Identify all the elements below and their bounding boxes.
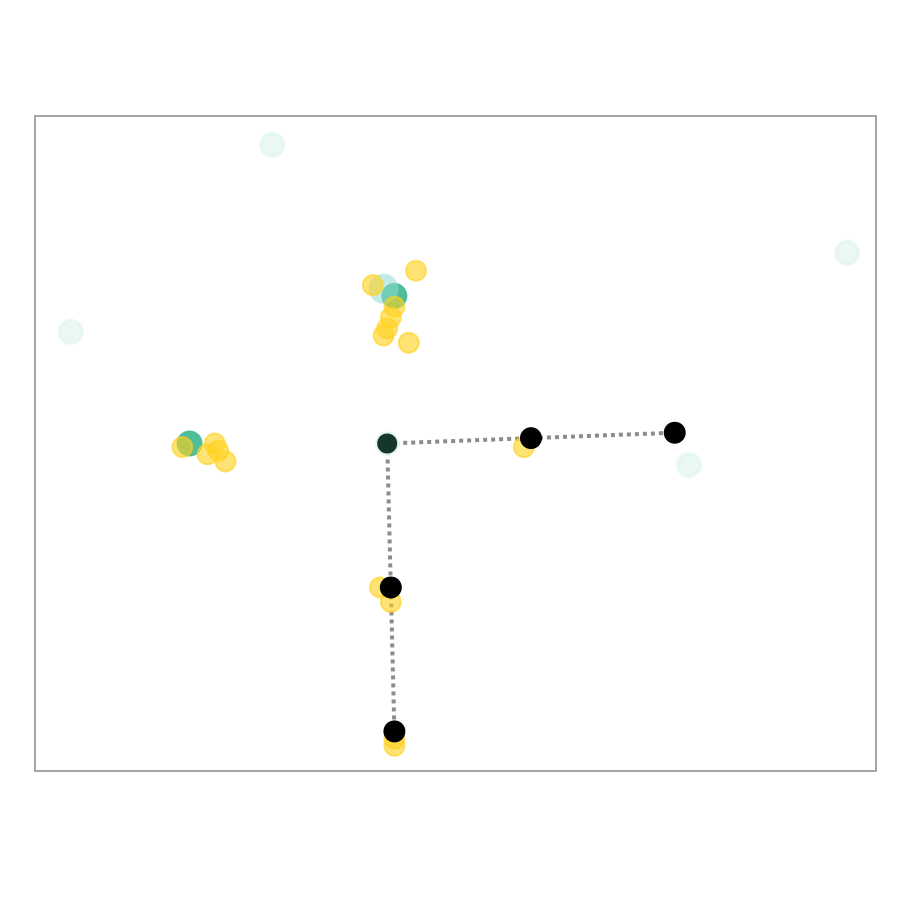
path-segment-2 <box>385 443 393 588</box>
yellow-point-6 <box>397 331 420 354</box>
yellow-point-11 <box>214 450 237 473</box>
yellow-point-0 <box>404 259 427 282</box>
plot-frame <box>34 115 877 772</box>
points-layer <box>57 131 861 757</box>
path-node-point-1 <box>663 421 686 444</box>
path-node-point-3 <box>383 720 406 743</box>
faint-ring-point-2 <box>57 318 84 345</box>
yellow-point-1 <box>361 274 384 297</box>
faint-ring-point-0 <box>259 131 286 158</box>
path-node-point-2 <box>379 576 402 599</box>
yellow-point-7 <box>171 436 194 459</box>
yellow-point-5 <box>372 324 395 347</box>
faint-ring-point-3 <box>676 452 703 479</box>
center-node-point-0 <box>375 431 400 456</box>
path-node-point-0 <box>519 427 542 450</box>
faint-ring-point-1 <box>834 239 861 266</box>
